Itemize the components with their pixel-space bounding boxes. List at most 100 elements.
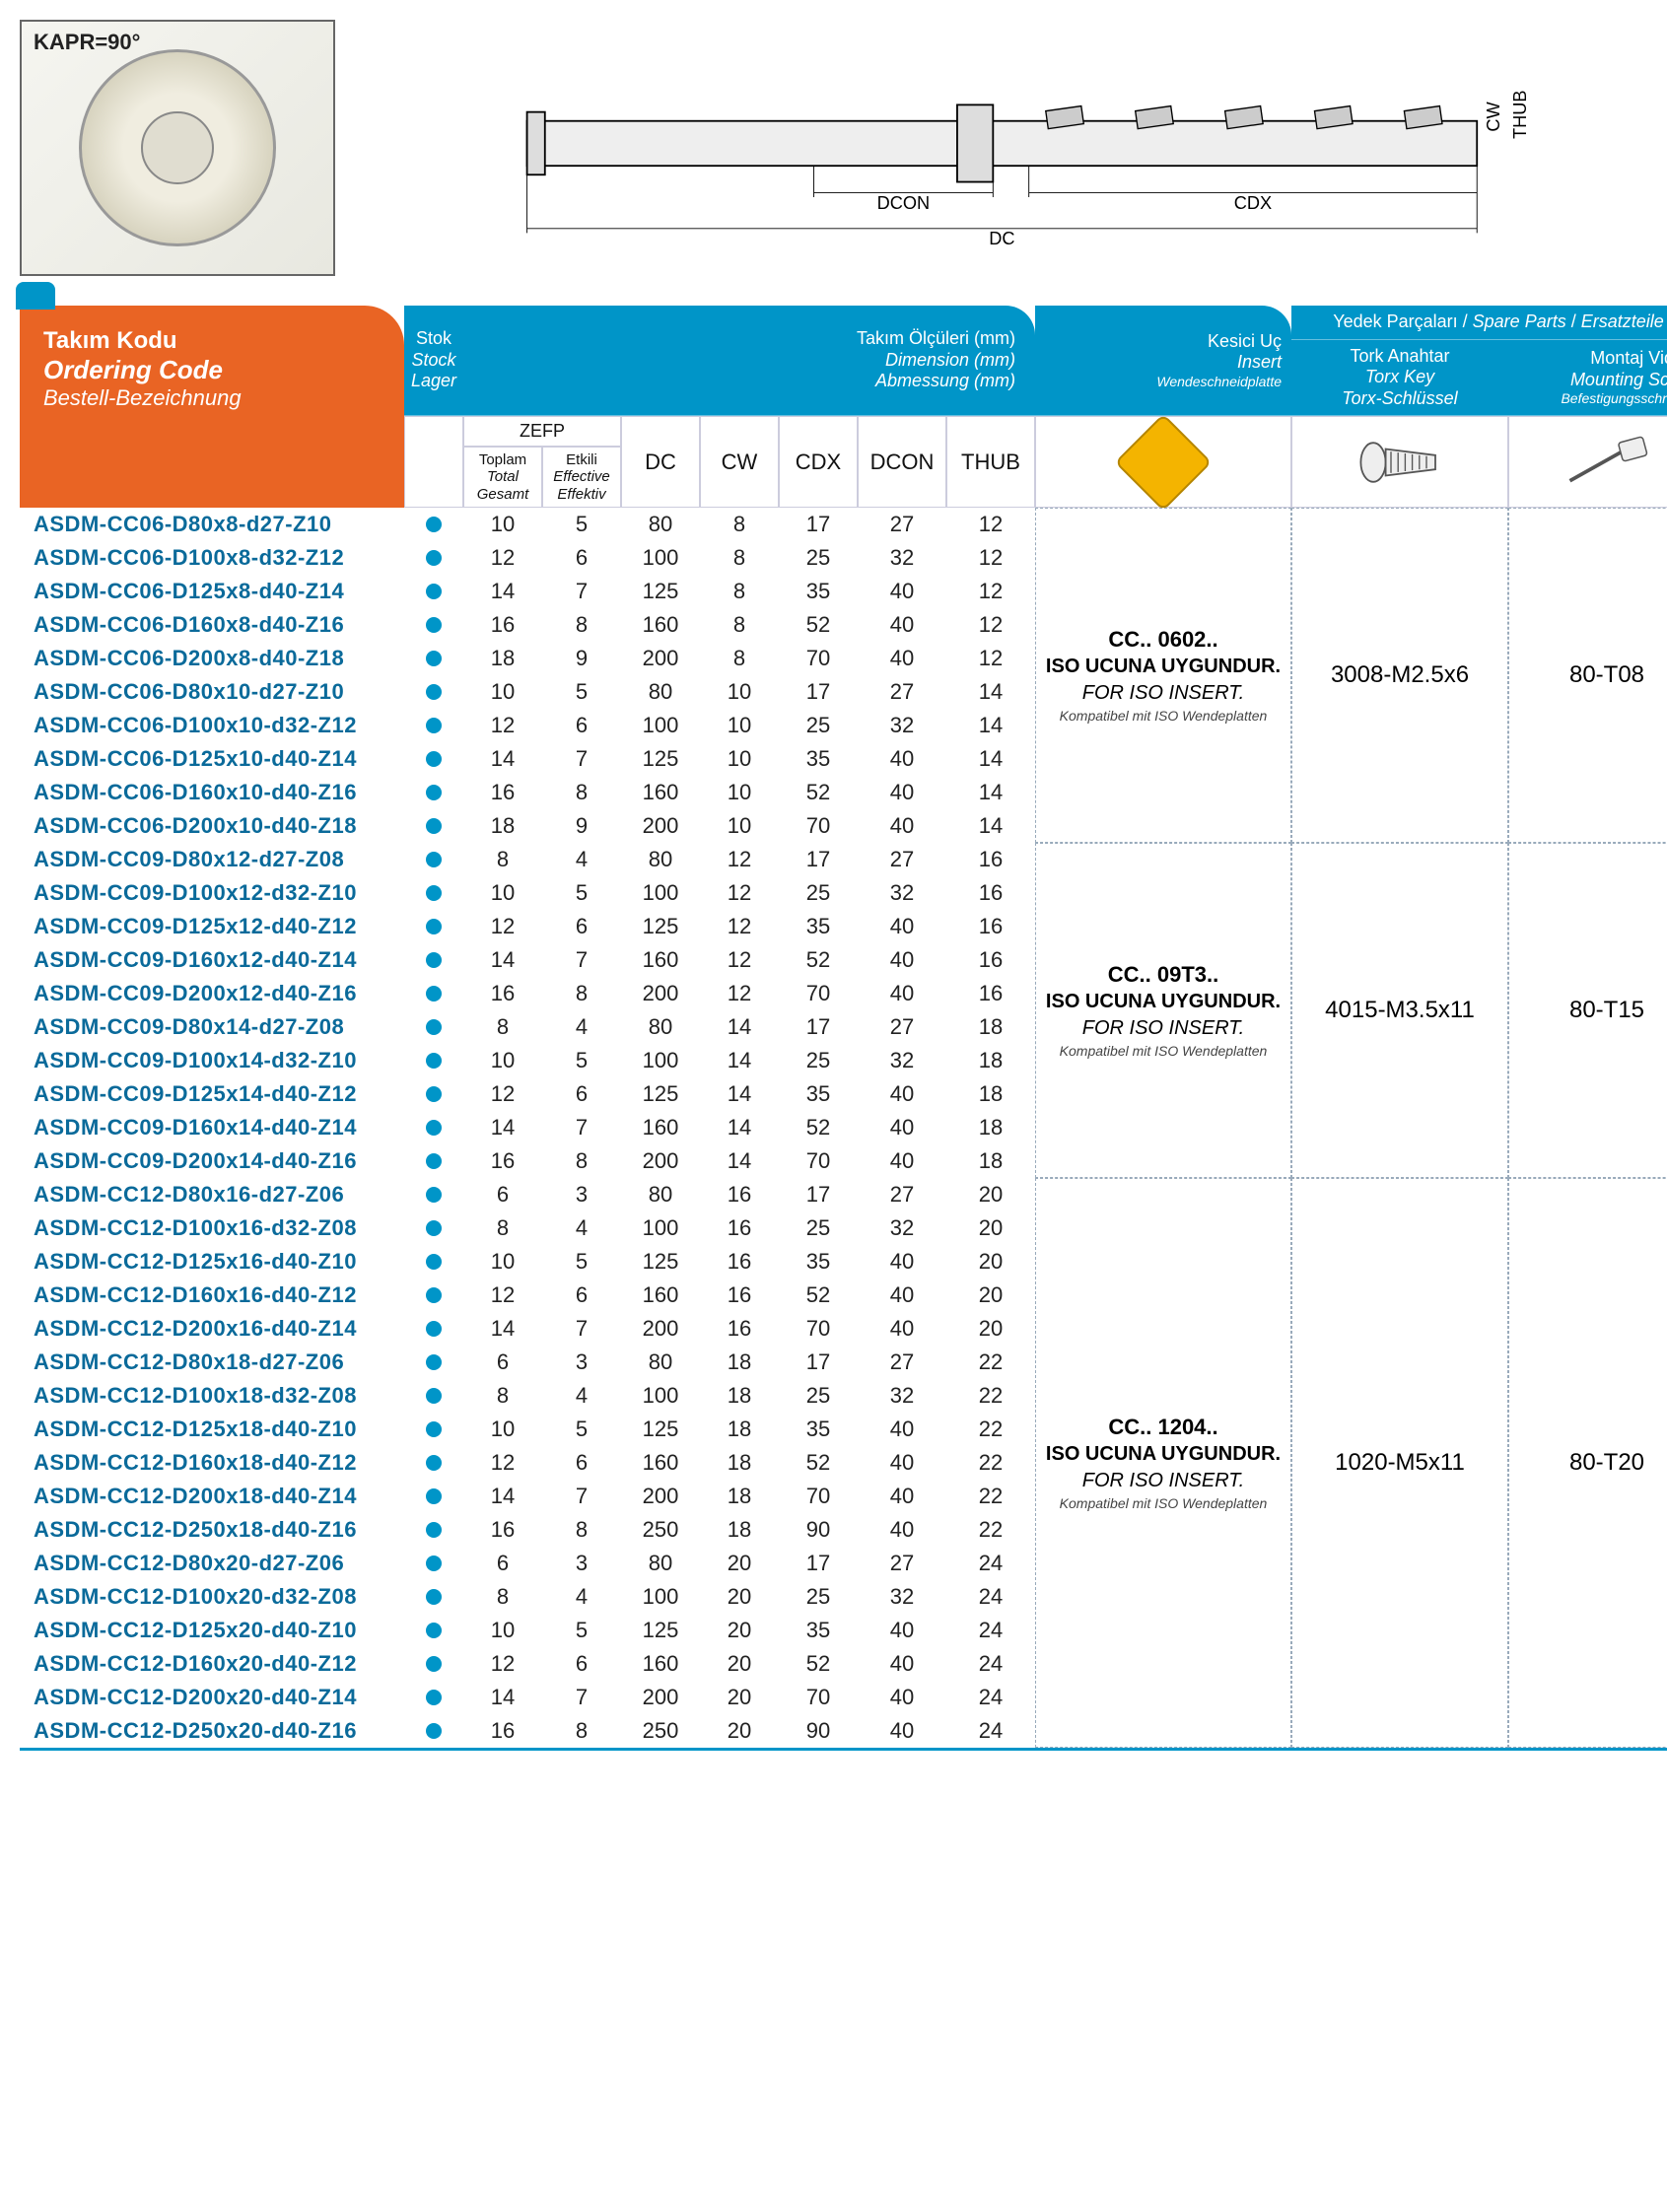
data-cell: 27 <box>858 1010 946 1044</box>
stock-indicator-icon <box>426 818 442 834</box>
data-cell: 8 <box>700 642 779 675</box>
data-cell: 14 <box>463 1111 542 1144</box>
bottom-rule <box>20 1748 1667 1751</box>
data-cell: 40 <box>858 1077 946 1111</box>
stock-dot <box>404 1413 463 1446</box>
data-cell: 10 <box>463 675 542 709</box>
data-cell: 16 <box>463 608 542 642</box>
data-cell: 250 <box>621 1513 700 1547</box>
data-cell: 52 <box>779 1279 858 1312</box>
data-cell: 24 <box>946 1647 1035 1681</box>
data-cell: 40 <box>858 943 946 977</box>
ordering-code: ASDM-CC06-D80x10-d27-Z10 <box>20 675 404 709</box>
stock-indicator-icon <box>426 1354 442 1370</box>
stock-indicator-icon <box>426 751 442 767</box>
data-cell: 70 <box>779 1480 858 1513</box>
torx-value: 1020-M5x11 <box>1291 1178 1508 1748</box>
data-cell: 32 <box>858 1580 946 1614</box>
data-cell: 40 <box>858 742 946 776</box>
data-cell: 40 <box>858 1647 946 1681</box>
data-cell: 20 <box>946 1312 1035 1346</box>
data-cell: 16 <box>946 843 1035 876</box>
data-cell: 80 <box>621 508 700 541</box>
data-cell: 80 <box>621 1547 700 1580</box>
data-cell: 40 <box>858 1111 946 1144</box>
ordering-code: ASDM-CC06-D200x10-d40-Z18 <box>20 809 404 843</box>
data-cell: 25 <box>779 541 858 575</box>
stock-indicator-icon <box>426 550 442 566</box>
stock-dot <box>404 1681 463 1714</box>
stock-indicator-icon <box>426 986 442 1002</box>
data-cell: 22 <box>946 1413 1035 1446</box>
data-cell: 14 <box>463 575 542 608</box>
data-cell: 20 <box>700 1614 779 1647</box>
zefp-eff-header: Etkili Effective Effektiv <box>542 447 621 508</box>
data-cell: 6 <box>542 1279 621 1312</box>
data-cell: 7 <box>542 1681 621 1714</box>
data-cell: 70 <box>779 642 858 675</box>
data-cell: 18 <box>700 1513 779 1547</box>
data-cell: 6 <box>542 709 621 742</box>
data-cell: 80 <box>621 843 700 876</box>
data-cell: 24 <box>946 1714 1035 1748</box>
data-cell: 40 <box>858 1446 946 1480</box>
data-cell: 18 <box>946 1144 1035 1178</box>
ordering-code: ASDM-CC09-D200x12-d40-Z16 <box>20 977 404 1010</box>
data-cell: 35 <box>779 1614 858 1647</box>
data-cell: 8 <box>700 508 779 541</box>
data-cell: 27 <box>858 1346 946 1379</box>
data-cell: 5 <box>542 1245 621 1279</box>
col-cdx: CDX <box>779 416 858 507</box>
ordering-code: ASDM-CC12-D160x20-d40-Z12 <box>20 1647 404 1681</box>
stock-indicator-icon <box>426 785 442 800</box>
data-cell: 14 <box>946 709 1035 742</box>
stock-indicator-icon <box>426 1623 442 1638</box>
stock-indicator-icon <box>426 952 442 968</box>
data-cell: 12 <box>700 977 779 1010</box>
ordering-code: ASDM-CC12-D200x16-d40-Z14 <box>20 1312 404 1346</box>
data-cell: 18 <box>463 809 542 843</box>
dim-cw: CW <box>1484 102 1503 132</box>
data-cell: 12 <box>700 943 779 977</box>
ordering-code: ASDM-CC09-D80x14-d27-Z08 <box>20 1010 404 1044</box>
data-cell: 7 <box>542 1111 621 1144</box>
data-cell: 125 <box>621 742 700 776</box>
data-cell: 52 <box>779 1446 858 1480</box>
stock-indicator-icon <box>426 517 442 532</box>
ordering-code: ASDM-CC06-D200x8-d40-Z18 <box>20 642 404 675</box>
data-cell: 12 <box>700 876 779 910</box>
ordering-code: ASDM-CC12-D200x18-d40-Z14 <box>20 1480 404 1513</box>
data-cell: 6 <box>463 1346 542 1379</box>
data-cell: 16 <box>946 977 1035 1010</box>
data-cell: 5 <box>542 1614 621 1647</box>
insert-icon <box>1115 413 1213 511</box>
data-cell: 14 <box>700 1077 779 1111</box>
data-cell: 100 <box>621 1211 700 1245</box>
data-cell: 18 <box>700 1379 779 1413</box>
stock-indicator-icon <box>426 1019 442 1035</box>
data-cell: 250 <box>621 1714 700 1748</box>
data-cell: 10 <box>700 742 779 776</box>
data-cell: 3 <box>542 1178 621 1211</box>
data-cell: 7 <box>542 1312 621 1346</box>
data-cell: 125 <box>621 1077 700 1111</box>
stock-dot <box>404 1144 463 1178</box>
data-cell: 12 <box>946 608 1035 642</box>
data-cell: 5 <box>542 876 621 910</box>
data-cell: 25 <box>779 1580 858 1614</box>
stock-indicator-icon <box>426 1656 442 1672</box>
data-cell: 125 <box>621 1245 700 1279</box>
col-thub: THUB <box>946 416 1035 507</box>
data-cell: 18 <box>946 1077 1035 1111</box>
data-cell: 40 <box>858 1413 946 1446</box>
data-cell: 17 <box>779 1010 858 1044</box>
data-cell: 40 <box>858 608 946 642</box>
data-cell: 35 <box>779 910 858 943</box>
ordering-code: ASDM-CC06-D125x8-d40-Z14 <box>20 575 404 608</box>
data-cell: 25 <box>779 709 858 742</box>
data-cell: 6 <box>463 1178 542 1211</box>
data-cell: 17 <box>779 1346 858 1379</box>
ordering-code: ASDM-CC12-D160x18-d40-Z12 <box>20 1446 404 1480</box>
data-cell: 4 <box>542 843 621 876</box>
data-cell: 40 <box>858 1513 946 1547</box>
